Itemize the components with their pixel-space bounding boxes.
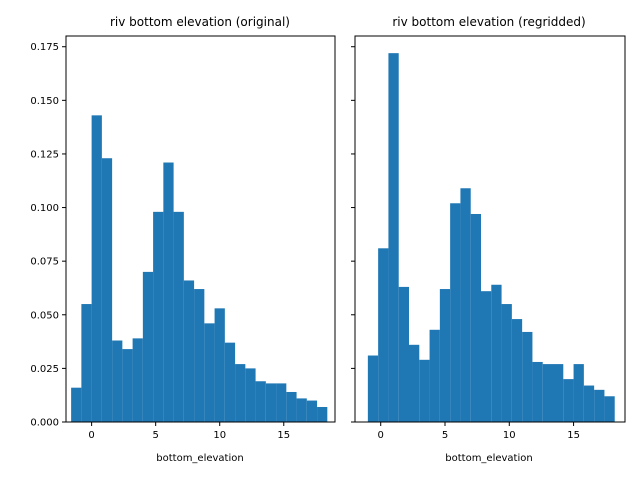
histogram-bar (491, 284, 502, 422)
y-ticks-regridded (351, 46, 355, 423)
histogram-bar (224, 342, 236, 422)
bars-original (71, 115, 328, 422)
histogram-bar (255, 381, 266, 422)
x-tick-label: 0 (378, 430, 384, 441)
histogram-bar (532, 361, 543, 422)
x-tick-label: 0 (88, 430, 94, 441)
histogram-bar (511, 319, 523, 422)
histogram-bar (173, 211, 184, 422)
panel-original: riv bottom elevation (original) 0.0000.0… (30, 15, 336, 464)
histogram-bar (296, 398, 307, 422)
histogram-bar (542, 364, 553, 422)
histogram-bar (583, 385, 595, 422)
histogram-bar (276, 383, 287, 422)
y-tick-label: 0.100 (30, 203, 59, 214)
histogram-bar (522, 331, 533, 422)
histogram-bar (71, 387, 82, 422)
y-tick-label: 0.000 (30, 418, 59, 429)
histogram-bar (194, 289, 205, 422)
x-axis-label-regridded: bottom_elevation (445, 453, 532, 464)
y-tick-label: 0.125 (30, 149, 59, 160)
histogram-bar (81, 304, 92, 422)
x-tick-label: 10 (503, 430, 516, 441)
histogram-bar (214, 308, 225, 422)
histogram-bar (439, 289, 451, 422)
histogram-bar (163, 162, 174, 422)
axes-frame-original (65, 35, 336, 423)
histogram-bar (409, 344, 420, 422)
histogram-bar (245, 368, 256, 422)
histogram-bar (132, 338, 143, 422)
y-ticks-original: 0.000 0.025 0.050 0.075 0.100 0.125 0.150 0.175 (30, 42, 66, 429)
histogram-bar (481, 291, 492, 422)
x-ticks-original: 0 5 10 15 (88, 422, 290, 441)
x-axis-label-original: bottom_elevation (156, 453, 243, 464)
histogram-bar (378, 248, 389, 422)
panel-title-original: riv bottom elevation (original) (110, 15, 290, 29)
bars-regridded (367, 53, 615, 423)
histogram-bar (265, 383, 277, 422)
histogram-bar (460, 188, 471, 422)
y-tick-label: 0.050 (30, 310, 59, 321)
histogram-bar (235, 364, 246, 422)
x-tick-label: 15 (277, 430, 290, 441)
panel-title-regridded: riv bottom elevation (regridded) (392, 15, 585, 29)
axes-frame-regridded (354, 35, 626, 423)
histogram-bar (553, 364, 564, 422)
x-tick-label: 5 (442, 430, 448, 441)
panel-regridded: riv bottom elevation (regridded) 0 5 10 15 … (351, 15, 626, 464)
histogram-bar (419, 359, 430, 422)
y-tick-label: 0.025 (30, 364, 59, 375)
y-tick-label: 0.175 (30, 42, 59, 53)
x-tick-label: 15 (567, 430, 580, 441)
histogram-bar (101, 158, 113, 422)
histogram-bar (112, 340, 123, 422)
histogram-bar (183, 280, 195, 422)
histogram-bar (286, 391, 297, 422)
histogram-bar (594, 389, 605, 422)
y-tick-label: 0.150 (30, 96, 59, 107)
x-tick-label: 10 (213, 430, 226, 441)
histogram-bar (204, 323, 215, 422)
histogram-bar (91, 115, 102, 422)
histogram-bar (429, 329, 440, 422)
x-tick-label: 5 (152, 430, 158, 441)
histogram-bar (398, 286, 409, 422)
y-tick-label: 0.075 (30, 257, 59, 268)
histogram-bar (563, 379, 574, 422)
histogram-bar (306, 400, 318, 422)
histogram-bar (604, 396, 615, 422)
histogram-bar (317, 406, 328, 422)
histogram-bar (573, 364, 584, 422)
histogram-bar (388, 53, 399, 423)
histogram-bar (142, 271, 154, 422)
histogram-bar (122, 349, 133, 422)
histogram-bar (367, 355, 379, 422)
histogram-bar (153, 211, 164, 422)
histogram-bar (501, 304, 512, 422)
x-ticks-regridded: 0 5 10 15 (378, 422, 580, 441)
histogram-bar (470, 213, 481, 422)
histogram-bar (450, 203, 461, 422)
